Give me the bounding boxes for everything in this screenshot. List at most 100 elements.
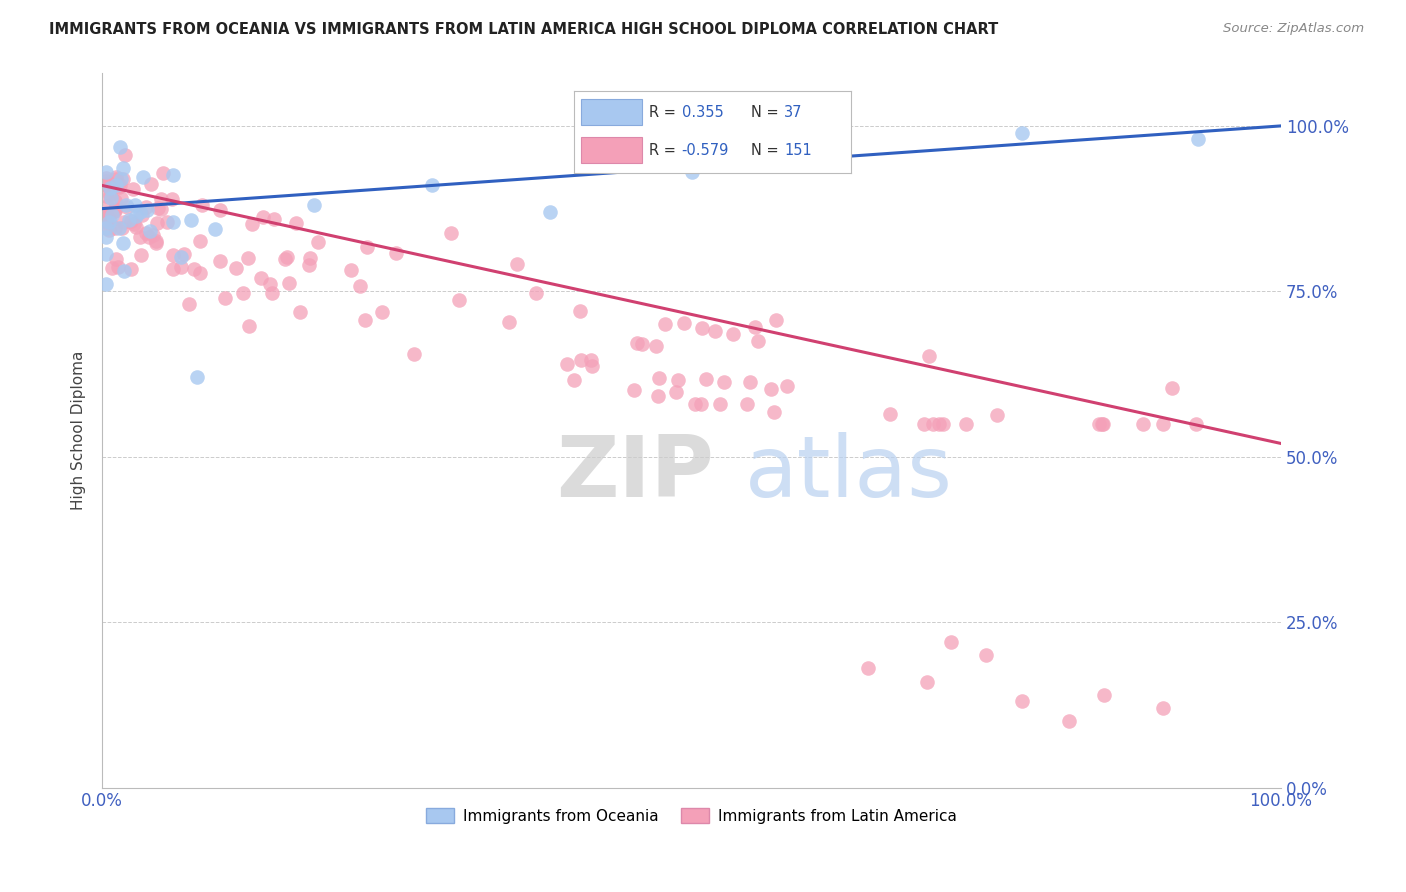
Point bbox=[765, 313, 787, 327]
Point bbox=[821, 145, 844, 160]
Point bbox=[703, 324, 725, 338]
Point bbox=[353, 313, 375, 327]
Point bbox=[402, 347, 425, 361]
Point bbox=[209, 254, 232, 268]
Point bbox=[94, 212, 117, 227]
Point bbox=[238, 319, 260, 334]
Point bbox=[94, 170, 117, 185]
Point bbox=[1057, 714, 1080, 729]
Point bbox=[110, 178, 132, 193]
Point bbox=[204, 222, 226, 236]
Point bbox=[135, 200, 157, 214]
Point bbox=[645, 338, 668, 352]
Point bbox=[932, 417, 955, 431]
Point bbox=[135, 202, 157, 217]
Point bbox=[146, 216, 169, 230]
Point bbox=[188, 235, 211, 249]
Point bbox=[526, 286, 548, 301]
Point bbox=[449, 293, 471, 307]
Point bbox=[1184, 417, 1206, 431]
Point bbox=[104, 194, 127, 208]
Point bbox=[111, 161, 134, 175]
Point bbox=[692, 320, 714, 334]
Point bbox=[277, 276, 299, 290]
Point bbox=[569, 304, 592, 318]
Point bbox=[149, 192, 172, 206]
Point bbox=[94, 189, 117, 203]
Point bbox=[1152, 417, 1174, 431]
Point bbox=[744, 319, 766, 334]
Point bbox=[111, 235, 134, 250]
Point bbox=[298, 251, 321, 265]
Text: IMMIGRANTS FROM OCEANIA VS IMMIGRANTS FROM LATIN AMERICA HIGH SCHOOL DIPLOMA COR: IMMIGRANTS FROM OCEANIA VS IMMIGRANTS FR… bbox=[49, 22, 998, 37]
Point bbox=[103, 204, 125, 219]
Point bbox=[125, 209, 148, 223]
Point bbox=[737, 397, 759, 411]
Point bbox=[129, 205, 152, 219]
Point bbox=[162, 168, 184, 182]
Point bbox=[232, 285, 254, 300]
Point bbox=[918, 349, 941, 363]
Point bbox=[145, 234, 167, 248]
Point bbox=[555, 357, 578, 371]
Point bbox=[98, 215, 121, 229]
Point bbox=[858, 661, 880, 675]
Point bbox=[152, 166, 174, 180]
Point bbox=[370, 305, 392, 319]
Point bbox=[128, 229, 150, 244]
Point bbox=[139, 224, 162, 238]
Point bbox=[110, 191, 132, 205]
Point bbox=[776, 379, 799, 393]
Point bbox=[107, 260, 129, 275]
Point bbox=[250, 271, 273, 285]
Point bbox=[96, 277, 118, 292]
Point bbox=[298, 258, 321, 272]
Point bbox=[104, 204, 127, 219]
Point bbox=[131, 208, 153, 222]
Point bbox=[506, 257, 529, 271]
Point bbox=[94, 177, 117, 191]
Point bbox=[96, 199, 118, 213]
Point bbox=[276, 250, 298, 264]
Point bbox=[94, 165, 117, 179]
Point bbox=[928, 417, 950, 431]
Legend: Immigrants from Oceania, Immigrants from Latin America: Immigrants from Oceania, Immigrants from… bbox=[420, 802, 963, 830]
Point bbox=[94, 174, 117, 188]
Point bbox=[132, 169, 155, 184]
Point bbox=[111, 221, 134, 235]
Point bbox=[120, 262, 142, 277]
Point bbox=[922, 417, 945, 431]
Point bbox=[763, 405, 786, 419]
Point bbox=[440, 226, 463, 240]
Point bbox=[538, 205, 561, 219]
Point bbox=[112, 263, 135, 277]
Point bbox=[186, 370, 208, 384]
Point bbox=[974, 648, 997, 663]
Point bbox=[94, 221, 117, 235]
Point bbox=[263, 212, 285, 227]
Point bbox=[709, 397, 731, 411]
Point bbox=[98, 181, 121, 195]
Point bbox=[108, 221, 131, 235]
Point bbox=[177, 297, 200, 311]
Point bbox=[747, 334, 769, 349]
Point bbox=[191, 198, 214, 212]
Point bbox=[129, 248, 152, 262]
Point bbox=[112, 171, 135, 186]
Point bbox=[1011, 126, 1033, 140]
Point bbox=[108, 140, 131, 154]
Point bbox=[1132, 417, 1154, 431]
Point bbox=[665, 385, 688, 400]
Point bbox=[1160, 381, 1182, 395]
Point bbox=[569, 352, 592, 367]
Point bbox=[115, 200, 138, 214]
Point bbox=[94, 207, 117, 221]
Point bbox=[208, 203, 231, 218]
Point bbox=[1092, 688, 1115, 702]
Point bbox=[349, 278, 371, 293]
Point bbox=[912, 417, 935, 431]
Point bbox=[110, 171, 132, 186]
Point bbox=[135, 227, 157, 241]
Point bbox=[236, 251, 259, 265]
Point bbox=[120, 214, 142, 228]
